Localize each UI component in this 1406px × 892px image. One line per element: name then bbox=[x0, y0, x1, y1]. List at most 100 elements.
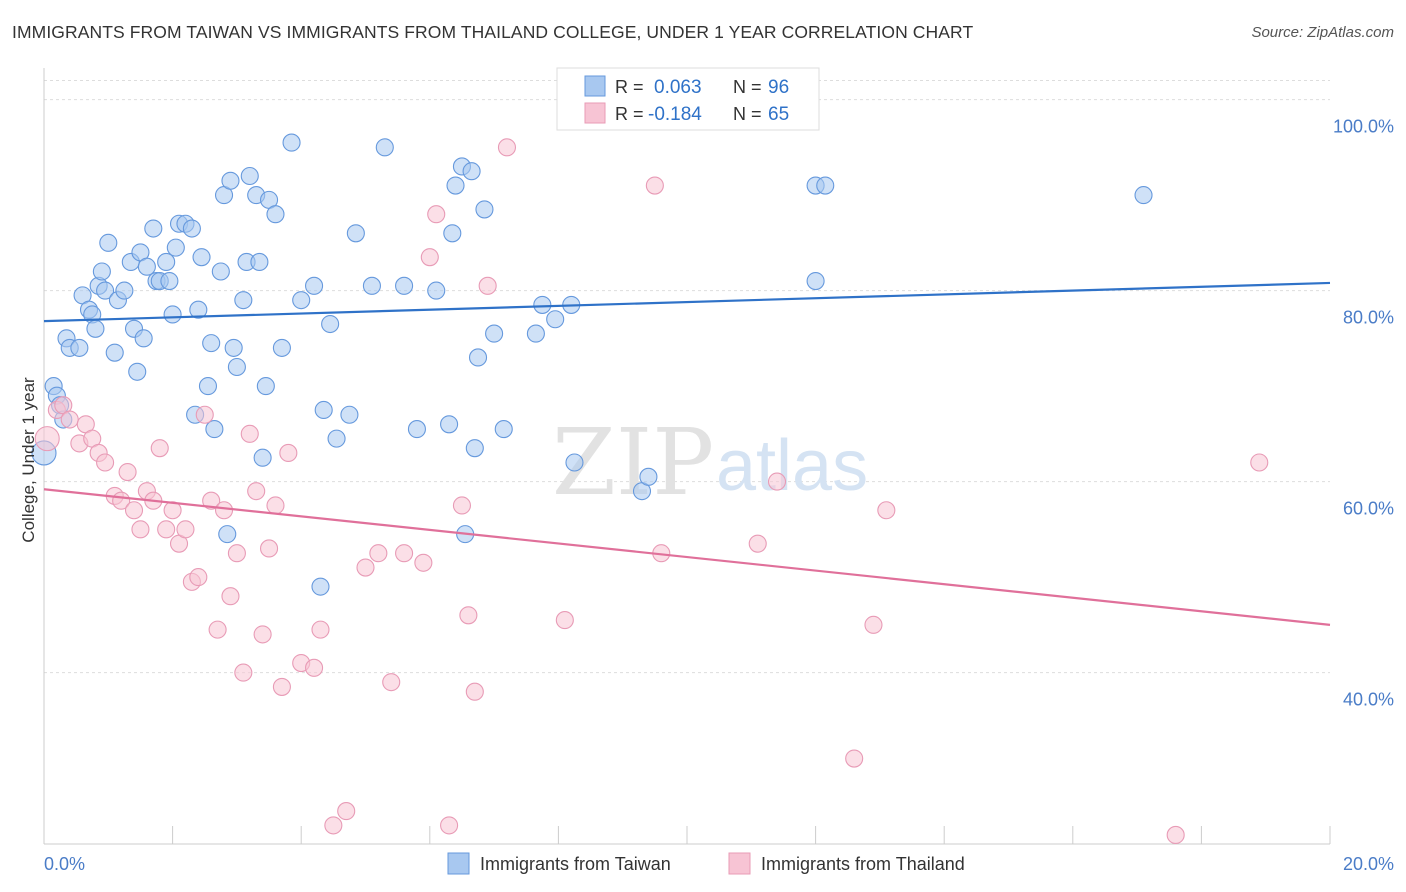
point-taiwan-51 bbox=[250, 252, 269, 272]
point-thailand-38 bbox=[305, 658, 324, 677]
point-taiwan-64 bbox=[340, 405, 359, 424]
point-thailand-60 bbox=[845, 749, 864, 768]
stats-legend-r-value-taiwan: 0.063 bbox=[654, 77, 702, 98]
point-taiwan-83 bbox=[533, 295, 552, 314]
point-thailand-52 bbox=[465, 682, 484, 701]
point-taiwan-68 bbox=[395, 276, 414, 295]
point-taiwan-58 bbox=[292, 291, 311, 310]
point-thailand-47 bbox=[420, 248, 439, 267]
point-thailand-34 bbox=[266, 496, 285, 515]
point-taiwan-29 bbox=[160, 271, 179, 291]
trend-line-thailand bbox=[43, 488, 1331, 626]
point-thailand-23 bbox=[195, 405, 214, 424]
stats-legend-r-label-thailand: R = bbox=[615, 104, 644, 124]
stats-legend-n-value-thailand: 65 bbox=[768, 104, 789, 125]
point-thailand-55 bbox=[555, 611, 574, 630]
point-taiwan-30 bbox=[163, 305, 182, 324]
point-taiwan-81 bbox=[494, 420, 513, 439]
point-thailand-54 bbox=[497, 138, 517, 157]
stats-legend-r-label-taiwan: R = bbox=[615, 77, 644, 97]
point-thailand-46 bbox=[414, 553, 433, 572]
point-taiwan-82 bbox=[526, 324, 545, 343]
point-thailand-49 bbox=[440, 816, 459, 835]
point-taiwan-77 bbox=[465, 439, 484, 458]
point-taiwan-91 bbox=[816, 176, 835, 195]
point-thailand-63 bbox=[1166, 825, 1185, 845]
point-taiwan-59 bbox=[305, 276, 324, 295]
point-thailand-58 bbox=[748, 534, 767, 553]
series-legend-swatch-taiwan bbox=[447, 852, 470, 875]
point-taiwan-46 bbox=[227, 357, 246, 377]
point-taiwan-66 bbox=[362, 276, 381, 295]
point-thailand-48 bbox=[427, 205, 446, 224]
point-taiwan-18 bbox=[115, 281, 134, 300]
point-thailand-24 bbox=[202, 491, 221, 510]
point-taiwan-63 bbox=[327, 429, 346, 448]
point-thailand-11 bbox=[118, 462, 137, 482]
point-taiwan-56 bbox=[272, 338, 291, 357]
point-thailand-30 bbox=[240, 424, 259, 443]
point-taiwan-24 bbox=[137, 257, 156, 276]
point-thailand-28 bbox=[227, 544, 246, 563]
point-thailand-32 bbox=[253, 625, 272, 644]
point-taiwan-55 bbox=[266, 205, 285, 224]
point-taiwan-92 bbox=[1134, 186, 1153, 205]
point-thailand-20 bbox=[176, 520, 195, 539]
point-taiwan-70 bbox=[427, 281, 446, 300]
point-taiwan-78 bbox=[468, 348, 488, 367]
x-tick-label-max: 20.0% bbox=[1343, 854, 1394, 874]
point-taiwan-47 bbox=[234, 291, 253, 310]
y-tick-label-2: 60.0% bbox=[1343, 499, 1394, 519]
chart-source: Source: ZipAtlas.com bbox=[1251, 24, 1394, 41]
point-thailand-51 bbox=[459, 606, 478, 625]
point-thailand-40 bbox=[324, 816, 343, 835]
point-thailand-17 bbox=[157, 520, 176, 539]
point-thailand-25 bbox=[208, 620, 227, 639]
chart-title: IMMIGRANTS FROM TAIWAN VS IMMIGRANTS FRO… bbox=[12, 22, 974, 42]
point-thailand-13 bbox=[131, 520, 150, 539]
point-taiwan-57 bbox=[282, 133, 301, 152]
point-taiwan-16 bbox=[105, 343, 124, 362]
point-thailand-27 bbox=[221, 587, 240, 606]
point-taiwan-80 bbox=[485, 324, 504, 343]
point-taiwan-23 bbox=[134, 329, 153, 348]
watermark: ZIP atlas bbox=[552, 409, 868, 516]
point-thailand-36 bbox=[279, 443, 298, 463]
point-taiwan-52 bbox=[253, 448, 272, 467]
point-taiwan-69 bbox=[407, 420, 426, 439]
point-thailand-26 bbox=[214, 501, 234, 520]
point-thailand-35 bbox=[272, 677, 291, 696]
point-taiwan-62 bbox=[321, 314, 340, 334]
point-taiwan-14 bbox=[96, 281, 115, 300]
trend-layer bbox=[43, 281, 1331, 626]
point-taiwan-71 bbox=[440, 415, 459, 434]
y-tick-label-3: 40.0% bbox=[1343, 690, 1394, 710]
point-taiwan-88 bbox=[639, 467, 658, 486]
point-taiwan-84 bbox=[546, 310, 565, 329]
stats-legend-swatch-taiwan bbox=[584, 75, 606, 97]
point-taiwan-49 bbox=[240, 166, 259, 186]
point-taiwan-21 bbox=[128, 362, 147, 381]
point-taiwan-79 bbox=[475, 200, 494, 219]
stats-legend-n-value-taiwan: 96 bbox=[768, 77, 789, 98]
point-taiwan-39 bbox=[202, 334, 221, 353]
stats-legend: R = 0.063 N = 96 R = -0.184 N = 65 bbox=[556, 67, 820, 131]
point-thailand-29 bbox=[234, 663, 253, 682]
point-taiwan-67 bbox=[375, 138, 394, 157]
series-legend-label-taiwan: Immigrants from Taiwan bbox=[480, 854, 671, 874]
point-taiwan-72 bbox=[443, 224, 462, 243]
series-legend: Immigrants from Taiwan Immigrants from T… bbox=[447, 852, 965, 875]
point-taiwan-34 bbox=[182, 219, 201, 238]
point-taiwan-7 bbox=[70, 338, 89, 357]
point-taiwan-60 bbox=[311, 577, 330, 596]
point-thailand-33 bbox=[259, 539, 279, 558]
point-thailand-42 bbox=[356, 558, 375, 577]
point-taiwan-28 bbox=[157, 252, 176, 272]
y-axis-label: College, Under 1 year bbox=[19, 377, 38, 543]
point-taiwan-45 bbox=[224, 338, 243, 357]
point-thailand-50 bbox=[452, 496, 472, 515]
point-taiwan-89 bbox=[806, 271, 825, 291]
trend-line-taiwan bbox=[43, 281, 1331, 323]
point-thailand-59 bbox=[767, 472, 787, 491]
